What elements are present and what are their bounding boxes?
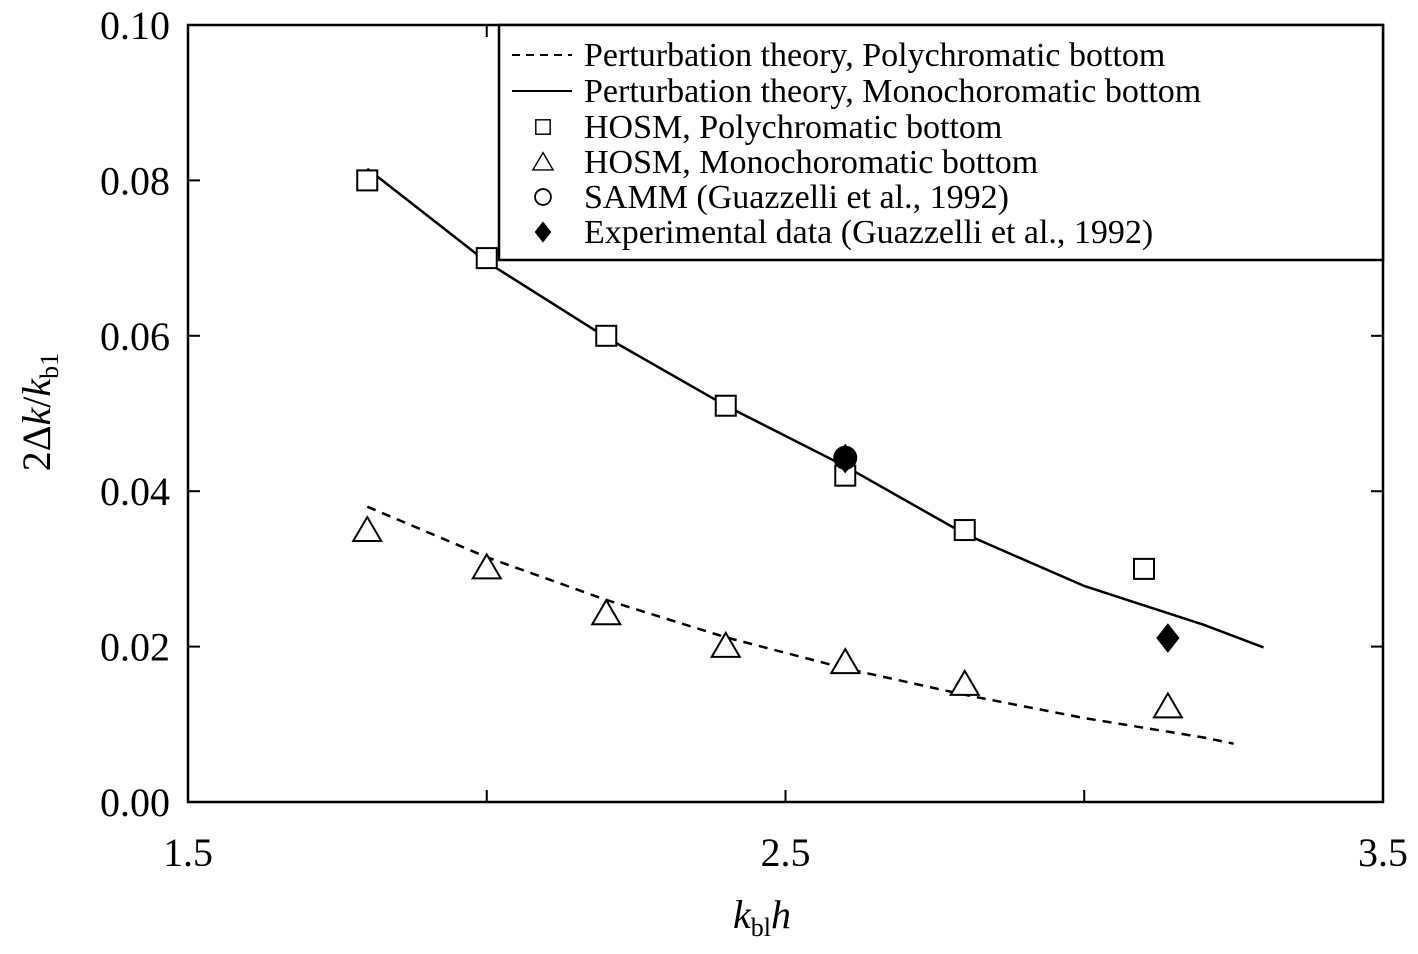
series-2-point-6	[1133, 557, 1155, 580]
y-axis-title-k1: k	[14, 406, 59, 425]
series-3-point-0	[351, 515, 383, 543]
y-axis-title-sub: b1	[35, 353, 64, 379]
x-tick-label-4: 3.5	[1358, 830, 1408, 875]
legend-marker-5	[534, 221, 552, 243]
x-tick-label-0: 1.5	[163, 830, 213, 875]
series-5-point-1	[1156, 623, 1180, 653]
y-tick-label-3: 0.06	[100, 314, 170, 359]
x-axis-title-h: h	[771, 892, 791, 937]
legend-swatch-2	[535, 119, 551, 135]
series-3-point-1	[471, 552, 503, 580]
legend-label-2: HOSM, Polychromatic bottom	[584, 109, 1002, 146]
y-tick-label-1: 0.02	[100, 625, 170, 670]
y-axis-title-sep: /	[14, 396, 59, 408]
series-2-point-3	[714, 394, 737, 417]
series-markers	[351, 169, 1184, 719]
y-tick-label-0: 0.00	[100, 780, 170, 825]
legend-marker-2	[535, 119, 551, 135]
legend-swatch-4	[534, 188, 552, 206]
legend-label-0: Perturbation theory, Polychromatic botto…	[584, 37, 1165, 74]
axes: 1.5 2.5 3.5 0.00 0.02 0.04 0.06 0.08 0.10	[100, 3, 1408, 875]
series-2-point-5	[953, 519, 976, 542]
series-line-0	[366, 505, 1234, 745]
series-5-point-0	[833, 443, 857, 474]
series-2-point-1	[475, 247, 498, 270]
series-3-point-6	[1152, 691, 1184, 719]
series-3-point-3	[710, 630, 742, 658]
x-axis-title-k: k	[733, 892, 752, 937]
y-tick-label-2: 0.04	[100, 469, 170, 514]
legend-swatch-3	[531, 151, 555, 171]
x-axis-title: kblh	[733, 892, 791, 942]
y-tick-label-4: 0.08	[100, 158, 170, 203]
legend-label-3: HOSM, Monochoromatic bottom	[584, 144, 1038, 181]
legend-label-4: SAMM (Guazzelli et al., 1992)	[584, 179, 1009, 216]
y-axis-title-prefix: 2Δ	[14, 425, 59, 471]
legend-marker-3	[531, 151, 555, 171]
legend-label-5: Experimental data (Guazzelli et al., 199…	[584, 214, 1153, 251]
x-axis-title-sub: bl	[751, 913, 771, 942]
series-3-point-5	[949, 668, 981, 696]
series-3-point-4	[829, 647, 861, 675]
legend-marker-4	[534, 188, 552, 206]
series-3-point-2	[590, 598, 622, 626]
series-2-point-2	[595, 324, 618, 347]
series-2-point-0	[356, 169, 379, 192]
legend: Perturbation theory, Polychromatic botto…	[497, 23, 1385, 262]
legend-swatch-5	[534, 221, 552, 243]
legend-label-1: Perturbation theory, Monochoromatic bott…	[584, 73, 1201, 110]
legend-box	[497, 23, 1385, 262]
x-tick-label-2: 2.5	[761, 830, 811, 875]
y-axis-title: 2Δk/kb1	[14, 353, 64, 471]
y-axis-title-k2: k	[14, 378, 59, 397]
y-tick-label-5: 0.10	[100, 3, 170, 48]
